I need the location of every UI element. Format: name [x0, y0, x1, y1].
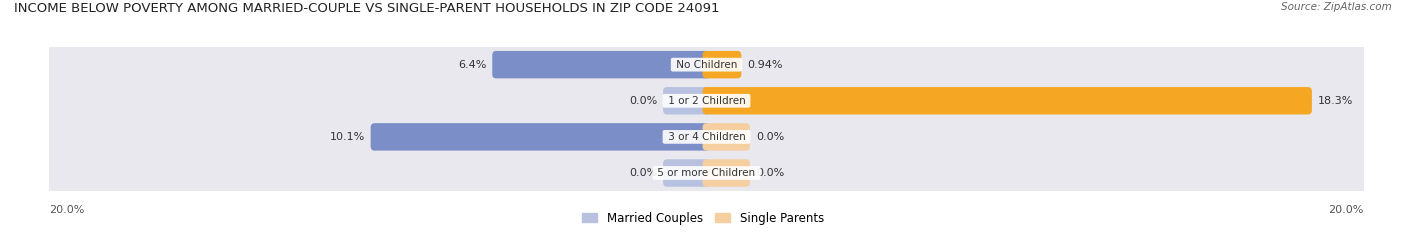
- Text: 18.3%: 18.3%: [1317, 96, 1353, 106]
- Text: Source: ZipAtlas.com: Source: ZipAtlas.com: [1281, 2, 1392, 12]
- Text: INCOME BELOW POVERTY AMONG MARRIED-COUPLE VS SINGLE-PARENT HOUSEHOLDS IN ZIP COD: INCOME BELOW POVERTY AMONG MARRIED-COUPL…: [14, 2, 720, 15]
- Text: 0.94%: 0.94%: [747, 60, 783, 70]
- FancyBboxPatch shape: [41, 110, 1372, 164]
- FancyBboxPatch shape: [41, 146, 1372, 200]
- FancyBboxPatch shape: [664, 159, 710, 187]
- Text: 0.0%: 0.0%: [756, 132, 785, 142]
- FancyBboxPatch shape: [371, 123, 710, 151]
- FancyBboxPatch shape: [492, 51, 710, 78]
- Text: 10.1%: 10.1%: [329, 132, 364, 142]
- FancyBboxPatch shape: [41, 74, 1372, 128]
- Text: 0.0%: 0.0%: [756, 168, 785, 178]
- Text: 5 or more Children: 5 or more Children: [654, 168, 759, 178]
- FancyBboxPatch shape: [703, 87, 1312, 114]
- Text: 3 or 4 Children: 3 or 4 Children: [665, 132, 748, 142]
- Text: 20.0%: 20.0%: [1329, 205, 1364, 215]
- FancyBboxPatch shape: [41, 38, 1372, 92]
- Text: 1 or 2 Children: 1 or 2 Children: [665, 96, 748, 106]
- FancyBboxPatch shape: [664, 87, 710, 114]
- Text: 0.0%: 0.0%: [628, 96, 657, 106]
- FancyBboxPatch shape: [703, 123, 749, 151]
- Legend: Married Couples, Single Parents: Married Couples, Single Parents: [582, 212, 824, 225]
- Text: 6.4%: 6.4%: [458, 60, 486, 70]
- Text: 0.0%: 0.0%: [628, 168, 657, 178]
- Text: 20.0%: 20.0%: [49, 205, 84, 215]
- FancyBboxPatch shape: [703, 51, 741, 78]
- Text: No Children: No Children: [672, 60, 741, 70]
- FancyBboxPatch shape: [703, 159, 749, 187]
